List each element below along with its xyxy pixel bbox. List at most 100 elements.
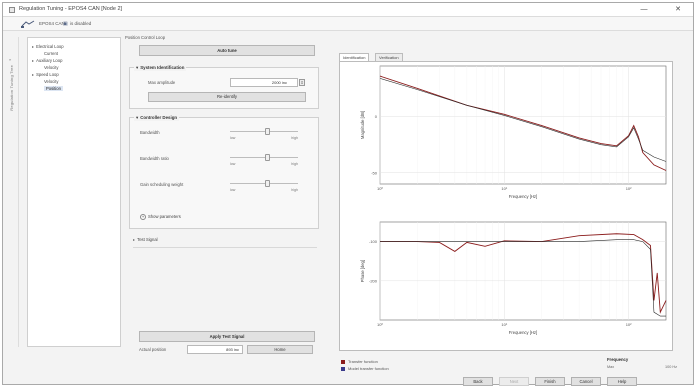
tree-expander-icon[interactable]: ▸ bbox=[32, 44, 35, 49]
divider bbox=[133, 247, 317, 248]
slider-min-label: low bbox=[230, 188, 236, 192]
slider-max-label: high bbox=[291, 162, 298, 166]
plot-frame bbox=[379, 65, 667, 185]
lock-icon: ▣ bbox=[63, 21, 68, 27]
tree-item-label: Velocity bbox=[44, 65, 59, 70]
x-tick-label: 10⁰ bbox=[377, 322, 383, 327]
x-tick-label: 10² bbox=[626, 186, 632, 191]
title-bar: Regulation Tuning - EPOS4 CAN [Node 2] —… bbox=[3, 3, 693, 17]
max-amplitude-input[interactable]: 2000 inc bbox=[230, 78, 298, 87]
side-tab-strip: » Regulation Tuning Tree bbox=[7, 37, 19, 347]
main-area: » Regulation Tuning Tree ▸ Electrical Loo… bbox=[3, 31, 693, 386]
slider-max-label: high bbox=[291, 136, 298, 140]
back-button[interactable]: Back bbox=[463, 377, 493, 386]
device-label[interactable]: EPOS4 CAN bbox=[39, 21, 65, 26]
y-axis-label: Phase [deg] bbox=[360, 260, 365, 282]
slider-label: Bandwidth ratio bbox=[140, 156, 169, 161]
pin-icon[interactable]: » bbox=[9, 57, 12, 62]
bode-plots: 10⁰ 10¹ 10² 0 -50 Frequency [Hz] Magnitude [dB… bbox=[360, 65, 667, 335]
app-icon bbox=[9, 7, 15, 13]
y-axis-label: Magnitude [dB] bbox=[360, 111, 365, 139]
legend-swatch bbox=[341, 359, 345, 364]
navigation-tree: ▸ Electrical Loop Current ▸ Auxiliary Loop Ve… bbox=[27, 37, 121, 347]
section-caption: Position Control Loop bbox=[125, 35, 166, 40]
frequency-title: Frequency bbox=[607, 357, 629, 362]
system-identification-title[interactable]: ▾ System Identification bbox=[134, 65, 187, 71]
slider[interactable]: low high bbox=[230, 128, 298, 140]
device-icon bbox=[21, 20, 35, 30]
tree-item-label: Velocity bbox=[44, 79, 59, 84]
actual-position-value: 893 inc bbox=[187, 345, 243, 354]
apply-test-signal-button[interactable]: Apply Test Signal bbox=[139, 331, 315, 342]
slider[interactable]: low high bbox=[230, 154, 298, 166]
toolbar: EPOS4 CAN ▣ is disabled bbox=[3, 17, 693, 31]
minimize-button[interactable]: — bbox=[640, 6, 648, 13]
tree-item-label: Current bbox=[44, 51, 58, 56]
tree-item[interactable]: ▸ Electrical Loop bbox=[32, 44, 64, 49]
slider-track[interactable] bbox=[230, 131, 298, 132]
tree-item[interactable]: Velocity bbox=[44, 79, 58, 84]
cancel-button[interactable]: Cancel bbox=[571, 377, 601, 386]
slider-label: Gain scheduling weight bbox=[140, 182, 184, 187]
x-tick-label: 10² bbox=[626, 322, 632, 327]
tree-item-label: Electrical Loop bbox=[36, 44, 64, 49]
parameters-panel: Position Control Loop Auto tune ▾ System … bbox=[125, 35, 325, 355]
help-button[interactable]: Help bbox=[607, 377, 637, 386]
re-identify-button[interactable]: Re-identify bbox=[148, 92, 306, 102]
tab-identification[interactable]: Identification bbox=[339, 53, 370, 62]
enabled-status: is disabled bbox=[70, 21, 92, 26]
tree-expander-icon[interactable]: ▸ bbox=[32, 72, 35, 77]
tree-item-label: Position bbox=[46, 86, 61, 91]
y-tick-label: -200 bbox=[369, 278, 378, 283]
finish-button[interactable]: Finish bbox=[535, 377, 565, 386]
legend-label: Transfer function bbox=[348, 359, 378, 364]
legend-item: Transfer function bbox=[341, 359, 378, 364]
slider-min-label: low bbox=[230, 136, 236, 140]
slider-max-label: high bbox=[291, 188, 298, 192]
tree-item[interactable]: Velocity bbox=[44, 65, 58, 70]
system-identification-group: ▾ System Identification Max amplitude 200… bbox=[129, 65, 319, 109]
slider-knob[interactable] bbox=[264, 154, 270, 161]
bode-plot-magnitude: 10⁰ 10¹ 10² 0 -50 Frequency [Hz] Magnitude [dB… bbox=[360, 65, 667, 199]
test-signal-expander[interactable]: ▸ Test Signal bbox=[133, 237, 158, 242]
tab-verification[interactable]: Verification bbox=[375, 53, 403, 61]
legend-label: Model transfer function bbox=[348, 366, 389, 371]
next-button[interactable]: Next bbox=[499, 377, 529, 386]
chart-panel: 10⁰ 10¹ 10² 0 -50 Frequency [Hz] Magnitude [dB… bbox=[339, 61, 673, 351]
close-button[interactable]: ✕ bbox=[675, 6, 681, 13]
auto-tune-button[interactable]: Auto tune bbox=[139, 45, 315, 56]
legend-item: Model transfer function bbox=[341, 366, 389, 371]
max-amplitude-stepper[interactable]: ⇕ bbox=[299, 79, 305, 86]
show-parameters-toggle[interactable]: + Show parameters bbox=[140, 214, 181, 220]
tree-item-label: Auxiliary Loop bbox=[36, 58, 63, 63]
frequency-label: Max bbox=[607, 365, 615, 369]
slider-knob[interactable] bbox=[264, 128, 270, 135]
window-title: Regulation Tuning - EPOS4 CAN [Node 2] bbox=[19, 6, 123, 12]
max-amplitude-label: Max amplitude bbox=[148, 80, 176, 85]
chart-area: Identification Verification 10⁰ 10¹ 10² 0 -50… bbox=[331, 53, 683, 383]
y-tick-label: 0 bbox=[375, 114, 378, 119]
legend-swatch bbox=[341, 366, 345, 371]
slider-track[interactable] bbox=[230, 157, 298, 158]
x-axis-label: Frequency [Hz] bbox=[509, 194, 537, 199]
tree-item[interactable]: ▸ Speed Loop bbox=[32, 72, 59, 77]
series-line bbox=[380, 233, 667, 314]
expand-circle-icon: + bbox=[140, 214, 146, 220]
slider-min-label: low bbox=[230, 162, 236, 166]
slider-label: Bandwidth bbox=[140, 130, 160, 135]
slider[interactable]: low high bbox=[230, 180, 298, 192]
tree-expander-icon[interactable]: ▸ bbox=[32, 58, 35, 63]
controller-design-group: ▾ Controller Design Bandwidth low high Bandw… bbox=[129, 115, 319, 229]
series-line bbox=[380, 239, 666, 317]
slider-knob[interactable] bbox=[264, 180, 270, 187]
tree-item[interactable]: Position bbox=[44, 86, 63, 91]
home-button[interactable]: Home bbox=[247, 345, 313, 354]
tree-item[interactable]: ▸ Auxiliary Loop bbox=[32, 58, 62, 63]
slider-track[interactable] bbox=[230, 183, 298, 184]
tree-item[interactable]: Current bbox=[44, 51, 58, 56]
side-tab-label[interactable]: Regulation Tuning Tree bbox=[9, 65, 14, 111]
x-axis-label: Frequency [Hz] bbox=[509, 330, 537, 335]
controller-design-title[interactable]: ▾ Controller Design bbox=[134, 115, 180, 121]
y-tick-label: -50 bbox=[371, 170, 378, 175]
